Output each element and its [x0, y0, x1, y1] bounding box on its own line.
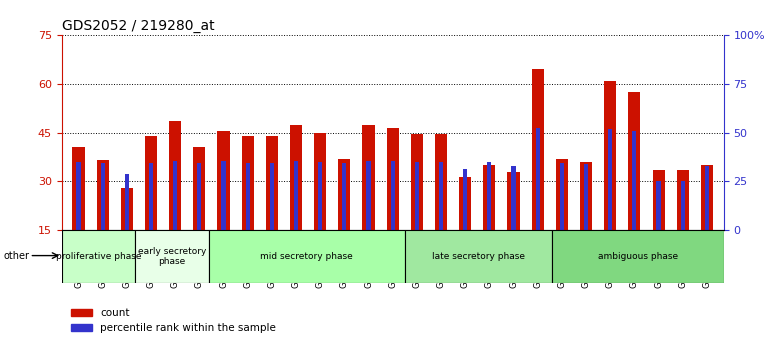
- Bar: [608, 129, 612, 230]
- Bar: [338, 159, 350, 230]
- Bar: [222, 161, 226, 230]
- Text: early secretory
phase: early secretory phase: [138, 247, 206, 266]
- FancyBboxPatch shape: [62, 230, 136, 283]
- Bar: [580, 162, 592, 230]
- Bar: [677, 170, 688, 230]
- FancyBboxPatch shape: [136, 230, 209, 283]
- Bar: [76, 162, 81, 230]
- Text: proliferative phase: proliferative phase: [55, 252, 141, 261]
- Bar: [387, 128, 399, 230]
- Bar: [193, 147, 206, 230]
- Bar: [169, 121, 181, 230]
- Bar: [439, 162, 444, 230]
- Bar: [197, 163, 202, 230]
- Bar: [342, 163, 346, 230]
- Bar: [632, 131, 637, 230]
- Bar: [217, 131, 229, 230]
- Bar: [652, 170, 665, 230]
- Bar: [125, 174, 129, 230]
- Bar: [484, 165, 495, 230]
- Bar: [314, 133, 326, 230]
- Bar: [584, 164, 588, 230]
- Bar: [628, 92, 641, 230]
- Bar: [415, 162, 419, 230]
- Bar: [173, 161, 177, 230]
- Bar: [318, 162, 323, 230]
- Text: GDS2052 / 219280_at: GDS2052 / 219280_at: [62, 19, 214, 33]
- Bar: [266, 136, 278, 230]
- Bar: [390, 161, 395, 230]
- Bar: [435, 135, 447, 230]
- Bar: [560, 163, 564, 230]
- Bar: [270, 163, 274, 230]
- Bar: [657, 181, 661, 230]
- Bar: [72, 147, 85, 230]
- Bar: [145, 136, 157, 230]
- Bar: [363, 125, 374, 230]
- Bar: [294, 161, 298, 230]
- Bar: [367, 161, 370, 230]
- Bar: [701, 165, 713, 230]
- Text: late secretory phase: late secretory phase: [432, 252, 525, 261]
- Bar: [511, 166, 516, 230]
- FancyBboxPatch shape: [405, 230, 552, 283]
- Bar: [411, 135, 423, 230]
- Bar: [121, 188, 133, 230]
- Text: mid secretory phase: mid secretory phase: [260, 252, 353, 261]
- Bar: [531, 69, 544, 230]
- Bar: [242, 136, 254, 230]
- Bar: [290, 125, 302, 230]
- Bar: [507, 172, 520, 230]
- Text: other: other: [3, 251, 29, 261]
- FancyBboxPatch shape: [209, 230, 405, 283]
- Bar: [459, 177, 471, 230]
- Bar: [149, 163, 153, 230]
- Bar: [705, 166, 709, 230]
- FancyBboxPatch shape: [552, 230, 724, 283]
- Bar: [101, 163, 105, 230]
- Bar: [246, 163, 249, 230]
- Bar: [681, 181, 685, 230]
- Bar: [536, 128, 540, 230]
- Text: ambiguous phase: ambiguous phase: [598, 252, 678, 261]
- Bar: [604, 81, 616, 230]
- Bar: [556, 159, 568, 230]
- Bar: [97, 160, 109, 230]
- Bar: [487, 162, 491, 230]
- Legend: count, percentile rank within the sample: count, percentile rank within the sample: [67, 304, 280, 337]
- Bar: [463, 169, 467, 230]
